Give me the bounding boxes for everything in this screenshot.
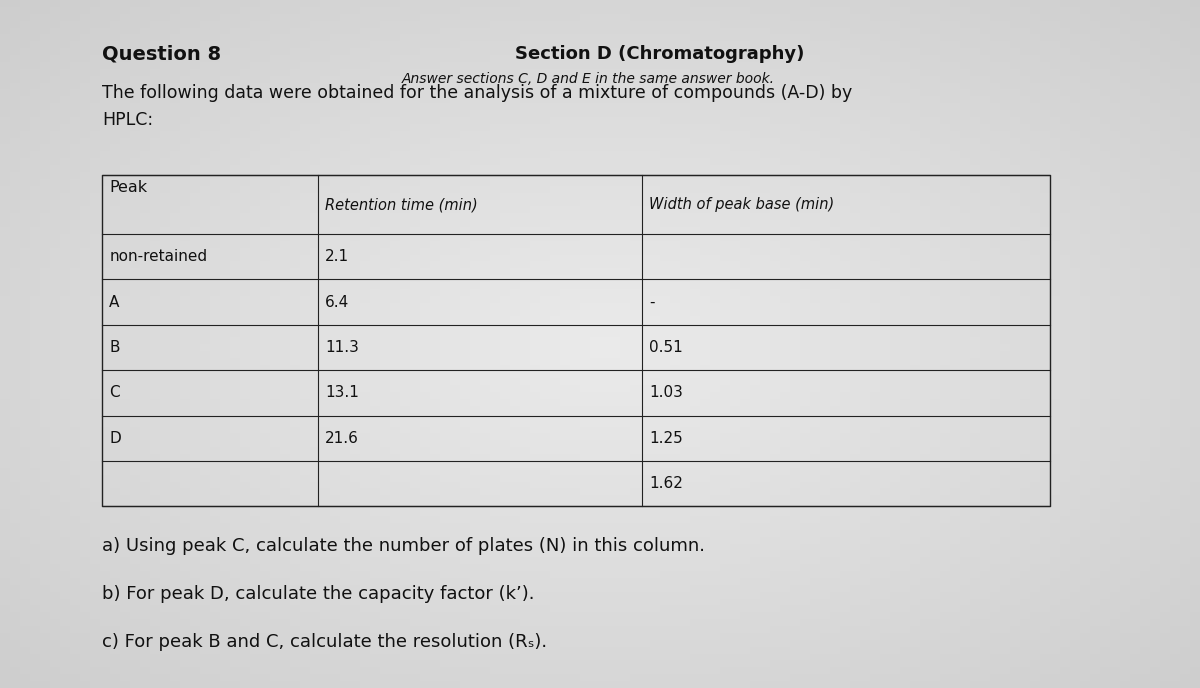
- Text: HPLC:: HPLC:: [102, 111, 154, 129]
- Bar: [102, 175, 1050, 506]
- Text: 1.25: 1.25: [649, 431, 683, 446]
- Text: 2.1: 2.1: [325, 249, 349, 264]
- Text: B: B: [109, 340, 120, 355]
- Text: 11.3: 11.3: [325, 340, 359, 355]
- Text: -: -: [649, 294, 655, 310]
- Text: 1.62: 1.62: [649, 476, 683, 491]
- Text: Retention time (min): Retention time (min): [325, 197, 478, 212]
- Text: A: A: [109, 294, 120, 310]
- Text: Width of peak base (min): Width of peak base (min): [649, 197, 834, 212]
- Text: a) Using peak C, calculate the number of plates (N) in this column.: a) Using peak C, calculate the number of…: [102, 537, 706, 555]
- Text: 13.1: 13.1: [325, 385, 359, 400]
- Text: 1.03: 1.03: [649, 385, 683, 400]
- Text: Answer sections C, D and E in the same answer book.: Answer sections C, D and E in the same a…: [402, 72, 774, 86]
- Text: b) For peak D, calculate the capacity factor (k’).: b) For peak D, calculate the capacity fa…: [102, 585, 534, 603]
- Text: Section D (Chromatography): Section D (Chromatography): [515, 45, 805, 63]
- Text: C: C: [109, 385, 120, 400]
- Text: non-retained: non-retained: [109, 249, 208, 264]
- Text: Question 8: Question 8: [102, 45, 221, 64]
- Text: D: D: [109, 431, 121, 446]
- Text: 0.51: 0.51: [649, 340, 683, 355]
- Text: 6.4: 6.4: [325, 294, 349, 310]
- Text: The following data were obtained for the analysis of a mixture of compounds (A-D: The following data were obtained for the…: [102, 84, 852, 102]
- Text: Peak: Peak: [109, 180, 148, 195]
- Text: c) For peak B and C, calculate the resolution (Rₛ).: c) For peak B and C, calculate the resol…: [102, 633, 547, 651]
- Text: 21.6: 21.6: [325, 431, 359, 446]
